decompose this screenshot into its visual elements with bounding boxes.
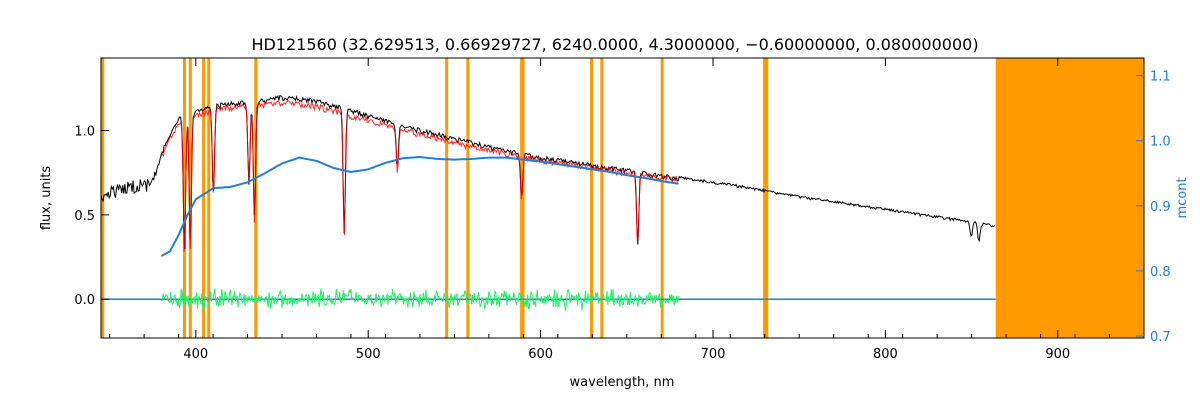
x-tick-label: 800 [873,347,898,362]
x-tick-label: 500 [356,347,381,362]
masked-line [202,58,206,338]
masked-line [660,58,664,338]
y-tick-label: 0.5 [74,209,95,224]
masked-line [207,58,211,338]
y2-tick-label: 1.0 [1150,135,1171,150]
y2-tick-label: 0.9 [1150,200,1171,215]
x-tick-label: 600 [528,347,553,362]
masked-line [600,58,604,338]
plot-frame [100,57,1145,339]
observed-flux-line [100,94,996,249]
masked-line [589,58,593,338]
masked-region [995,58,1144,338]
x-tick-label: 700 [701,347,726,362]
y-axis-label: flux, units [39,166,54,231]
y2-tick-label: 0.7 [1150,330,1171,345]
y2-axis-label: mcont [1175,177,1190,218]
y-tick-label: 0.0 [74,293,95,308]
y2-tick-label: 1.1 [1150,70,1171,85]
residuals-line [161,288,679,311]
masked-line [445,58,449,338]
mcont-line [160,155,679,257]
model-fit-line [160,99,678,252]
masked-line [101,58,105,338]
data-series-layer [100,94,996,311]
masked-lines-layer [101,58,1144,338]
masked-line [182,58,186,338]
masked-line [765,58,769,338]
masked-line [763,58,767,338]
x-tick-label: 400 [183,347,208,362]
masked-line [254,58,258,338]
masked-line [188,58,192,338]
chart-title: HD121560 (32.629513, 0.66929727, 6240.00… [251,35,978,54]
y2-tick-label: 0.8 [1150,265,1171,280]
x-tick-label: 900 [1045,347,1070,362]
x-axis-label: wavelength, nm [570,375,675,390]
masked-line [466,58,470,338]
y-tick-label: 1.0 [74,125,95,140]
axes-layer: 400 500 600 700 800 900 0.0 0.5 1.0 0.7 0.8 0.9 1.0 1… [74,58,1171,362]
masked-line [521,58,525,338]
